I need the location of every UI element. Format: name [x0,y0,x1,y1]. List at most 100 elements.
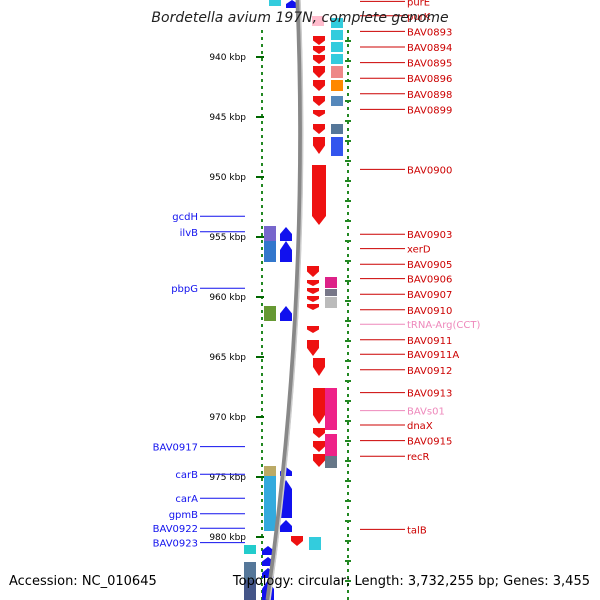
ruler-dot [347,282,349,285]
ruler-dot [261,541,263,544]
forward-gene-arrow [262,546,274,555]
ruler-minor-tick [345,380,351,382]
ruler-dot [261,135,263,138]
cog-block [264,306,276,321]
ruler-dot [347,72,349,75]
ruler-dot [261,219,263,222]
ruler-dot [261,289,263,292]
ruler-tick-label: 960 kbp [209,293,246,303]
ruler-dot [261,58,263,61]
gene-label: BAV0910 [407,306,452,317]
ruler-dot [261,44,263,47]
cog-block [244,545,256,554]
ruler-minor-tick [345,140,351,142]
cog-block [264,226,276,241]
ruler-dot [261,184,263,187]
ruler-dot [347,373,349,376]
ruler-dot [347,492,349,495]
ruler-dot [261,275,263,278]
ruler-dot [261,527,263,530]
reverse-gene-arrow [313,441,325,452]
reverse-gene-arrow [313,55,325,64]
ruler-dot [347,114,349,117]
gene-label: carA [175,494,198,505]
gene-label: tRNA-Arg(CCT) [407,320,480,331]
cog-block [331,42,343,52]
ruler-minor-tick [345,200,351,202]
reverse-gene-arrow [307,280,319,286]
cog-block [264,241,276,262]
ruler-minor-tick [345,160,351,162]
ruler-dot [261,485,263,488]
ruler-dot [347,478,349,481]
reverse-gene-arrow [307,340,319,356]
ruler-dot [261,401,263,404]
reverse-gene-arrow [307,304,319,310]
ruler-dot [261,177,263,180]
ruler-dot [347,30,349,33]
ruler-dot [261,310,263,313]
genome-stats-text: Topology: circular; Length: 3,732,255 bp… [232,574,590,589]
cog-block [264,466,276,476]
ruler-dot [261,464,263,467]
ruler-dot [347,233,349,236]
reverse-gene-arrow [291,536,303,546]
ruler-minor-tick [345,100,351,102]
ruler-minor-tick [345,400,351,402]
ruler-dot [261,261,263,264]
ruler-minor-tick [345,460,351,462]
ruler-dot [261,149,263,152]
ruler-dot [347,303,349,306]
gene-label: BAV0894 [407,43,452,54]
ruler-dot [261,317,263,320]
reverse-gene-arrow [313,137,325,154]
ruler-minor-tick [345,260,351,262]
ruler-dot [261,345,263,348]
ruler-minor-tick [345,300,351,302]
ruler-dot [347,590,349,593]
ruler-dot [347,317,349,320]
ruler-dot [347,541,349,544]
ruler-dot [261,233,263,236]
gene-label: BAV0896 [407,74,452,85]
ruler-dot [347,226,349,229]
ruler-minor-tick [345,180,351,182]
ruler-dot [261,450,263,453]
gene-label: BAV0911A [407,350,459,361]
ruler-dot [261,247,263,250]
ruler-dot [261,282,263,285]
ruler-dot [347,436,349,439]
ruler-dot [261,72,263,75]
ruler-major-tick [256,116,264,118]
ruler-dot [261,492,263,495]
ruler-dot [261,170,263,173]
ruler-dot [347,107,349,110]
ruler-dot [347,534,349,537]
ruler-dot [347,156,349,159]
ruler-dot [347,149,349,152]
ruler-dot [261,338,263,341]
cog-block [244,562,256,580]
gene-label: BAV0907 [407,290,452,301]
ruler-dot [347,471,349,474]
cog-block [331,80,343,91]
ruler-dot [347,184,349,187]
ruler-dot [347,583,349,586]
ruler-major-tick [256,296,264,298]
ruler-dot [261,65,263,68]
gene-label: gpmB [169,510,198,521]
ruler-dot [347,86,349,89]
reverse-gene-arrow [313,80,325,91]
ruler-dot [261,366,263,369]
ruler-dot [261,352,263,355]
ruler-dot [347,247,349,250]
ruler-dot [261,254,263,257]
ruler-dot [347,527,349,530]
gene-label: BAV0912 [407,366,452,377]
ruler-minor-tick [345,580,351,582]
ruler-dot [261,226,263,229]
reverse-gene-arrow [307,326,319,333]
ruler-dot [347,275,349,278]
ruler-dot [261,268,263,271]
